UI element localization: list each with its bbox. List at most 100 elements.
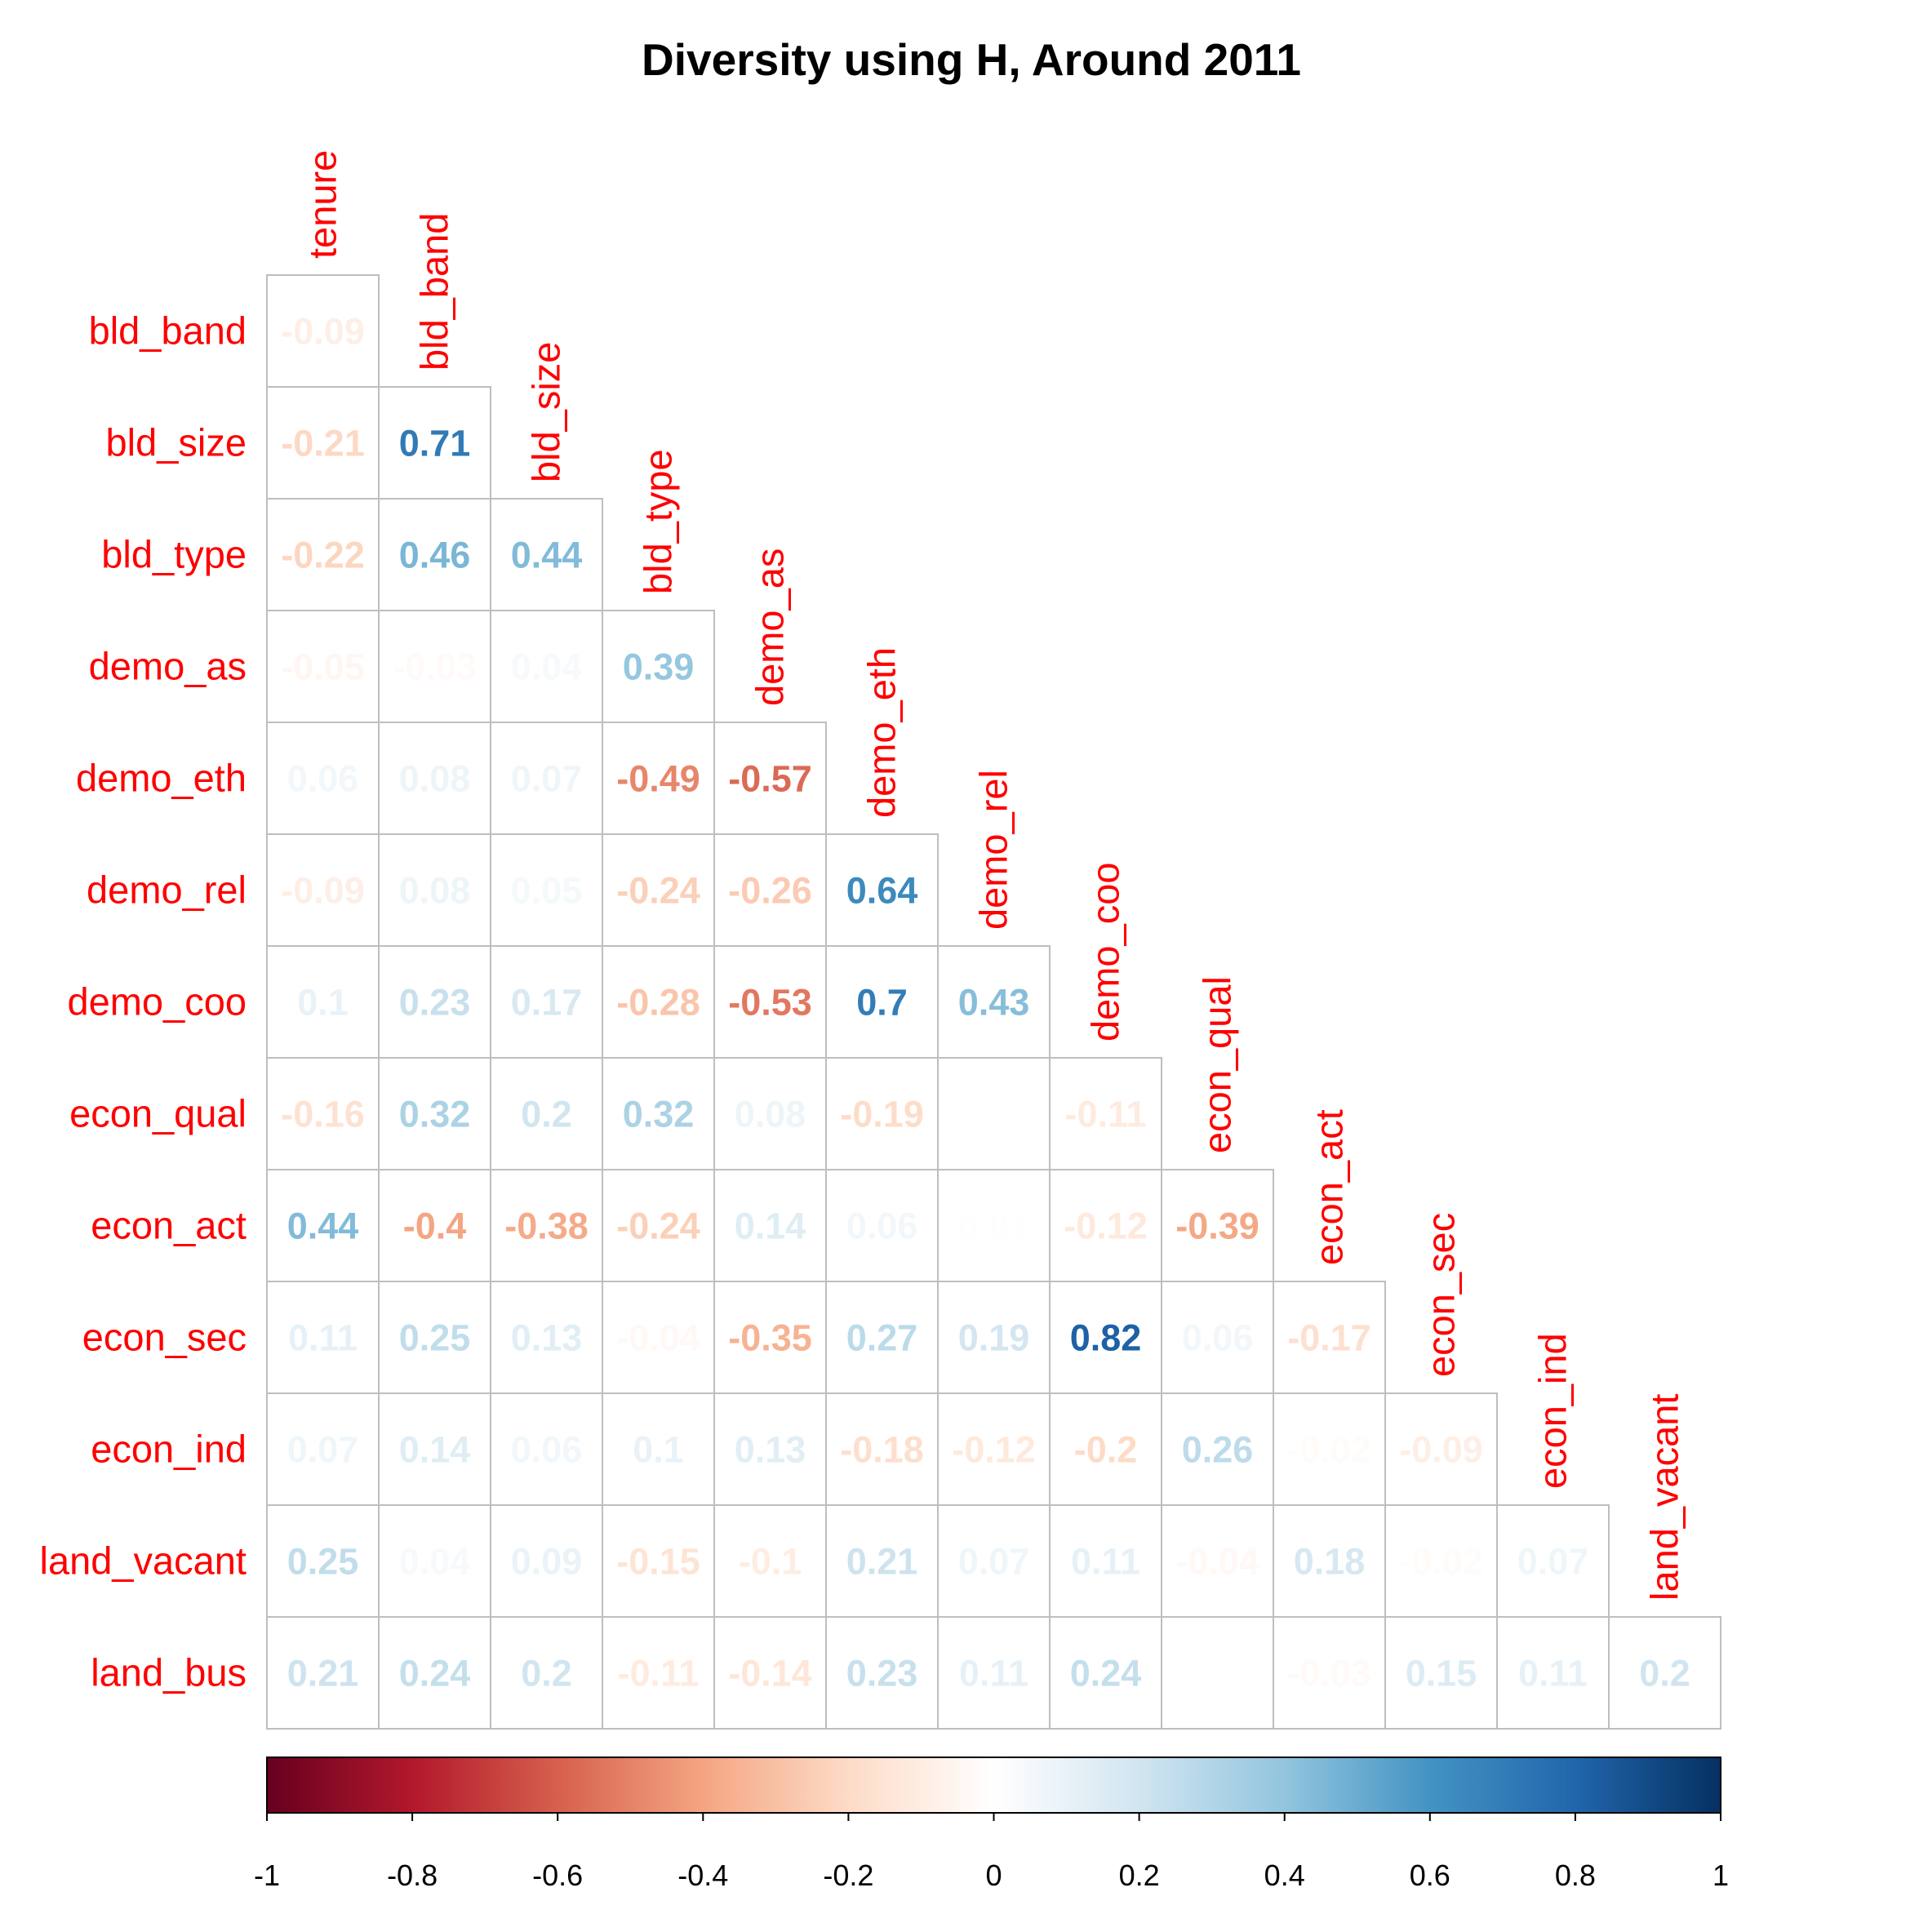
cell-value: 0.04 bbox=[399, 1541, 471, 1583]
cell-value: -0.11 bbox=[1064, 1094, 1146, 1135]
cell-value: 0.07 bbox=[1517, 1541, 1589, 1583]
column-label: econ_sec bbox=[1419, 1213, 1463, 1377]
colorbar-tick-label: 0.8 bbox=[1555, 1859, 1596, 1892]
cell-value: -0.24 bbox=[616, 1206, 700, 1247]
row-label: econ_ind bbox=[91, 1428, 247, 1471]
cell-value: 0.82 bbox=[1070, 1317, 1142, 1359]
cell-value: 0 bbox=[984, 1094, 1004, 1135]
colorbar-tick-label: -0.2 bbox=[823, 1859, 873, 1892]
cell-value: -0.57 bbox=[728, 758, 812, 800]
row-labels: bld_band bld_size bld_type demo_as demo_ethd… bbox=[40, 309, 247, 1694]
cell-value: 0.43 bbox=[958, 982, 1030, 1024]
cell-value: -0.53 bbox=[728, 982, 812, 1024]
cell-value: 0.04 bbox=[511, 646, 583, 688]
colorbar-tick-label: -1 bbox=[254, 1859, 280, 1892]
colorbar-tick-label: 0.6 bbox=[1410, 1859, 1450, 1892]
cell-grid: -0.09 -0.21 0.71 -0.22 0.46 0.44 -0.05 -0.03 0.0… bbox=[267, 275, 1721, 1729]
chart-title: Diversity using H, Around 2011 bbox=[642, 34, 1301, 85]
cell-value: 0.15 bbox=[1406, 1653, 1477, 1694]
row-label: demo_eth bbox=[76, 757, 247, 800]
cell-value: 0.11 bbox=[959, 1653, 1028, 1694]
cell-value: -0.1 bbox=[739, 1541, 802, 1583]
cell-value: -0.19 bbox=[840, 1094, 924, 1135]
cell-value: 0.19 bbox=[958, 1317, 1030, 1359]
cell-value: 0.24 bbox=[1070, 1653, 1142, 1694]
row-label: econ_qual bbox=[69, 1092, 247, 1135]
cell-value: -0.22 bbox=[281, 535, 365, 576]
cell-value: -0.4 bbox=[403, 1206, 467, 1247]
cell-value: -0.03 bbox=[1287, 1653, 1371, 1694]
row-label: demo_coo bbox=[68, 980, 247, 1024]
cell-value: 0.24 bbox=[399, 1653, 471, 1694]
cell-value: 0.06 bbox=[846, 1206, 918, 1247]
colorbar-tick-label: 0 bbox=[985, 1859, 1002, 1892]
cell-value: -0.14 bbox=[728, 1653, 812, 1694]
colorbar-tick-label: 0.2 bbox=[1119, 1859, 1160, 1892]
column-label: bld_size bbox=[525, 342, 568, 482]
cell-value: -0.02 bbox=[1399, 1541, 1483, 1583]
colorbar-tick-label: 0.4 bbox=[1264, 1859, 1305, 1892]
cell-value: -0.12 bbox=[952, 1429, 1036, 1471]
cell-value: 0.11 bbox=[1518, 1653, 1588, 1694]
column-label: land_vacant bbox=[1643, 1394, 1686, 1601]
cell-value: -0.12 bbox=[1064, 1206, 1148, 1247]
cell-value: 0.11 bbox=[1071, 1541, 1140, 1583]
cell-value: 0.07 bbox=[287, 1429, 359, 1471]
column-label: bld_type bbox=[637, 449, 680, 594]
cell-value: -0.02 bbox=[1287, 1429, 1371, 1471]
cell-value: -0.18 bbox=[840, 1429, 924, 1471]
row-label: demo_as bbox=[89, 645, 247, 688]
cell-value: 0.1 bbox=[297, 982, 349, 1024]
cell-value: 0.06 bbox=[511, 1429, 583, 1471]
row-label: econ_sec bbox=[82, 1316, 247, 1359]
cell-value: 0.23 bbox=[846, 1653, 918, 1694]
cell-value: -0.21 bbox=[281, 423, 365, 464]
cell-value: 0.2 bbox=[521, 1653, 572, 1694]
row-label: bld_type bbox=[101, 533, 247, 576]
colorbar-tick-label: -0.6 bbox=[532, 1859, 583, 1892]
cell-value: 0.44 bbox=[511, 535, 583, 576]
cell-value: -0.49 bbox=[616, 758, 700, 800]
cell-value: 0.07 bbox=[511, 758, 583, 800]
column-label: econ_act bbox=[1308, 1109, 1351, 1265]
cell-value: -0.38 bbox=[504, 1206, 589, 1247]
column-label: econ_ind bbox=[1531, 1333, 1575, 1489]
column-label: tenure bbox=[301, 150, 344, 259]
cell-value: 0.21 bbox=[287, 1653, 359, 1694]
cell-value: -0.26 bbox=[728, 870, 812, 912]
cell-value: 0.26 bbox=[1182, 1429, 1254, 1471]
colorbar-tick-label: -0.4 bbox=[677, 1859, 728, 1892]
cell-value: -0.17 bbox=[1287, 1317, 1371, 1359]
cell-value: 0.32 bbox=[623, 1094, 695, 1135]
cell-value: -0.16 bbox=[281, 1094, 365, 1135]
row-label: econ_act bbox=[91, 1204, 247, 1247]
cell-value: -0.39 bbox=[1175, 1206, 1259, 1247]
cell-value: 0.07 bbox=[958, 1541, 1030, 1583]
cell-value: 0.64 bbox=[846, 870, 918, 912]
cell-value: 0.71 bbox=[399, 423, 471, 464]
cell-value: 0.01 bbox=[958, 1206, 1030, 1247]
cell-value: 0.14 bbox=[399, 1429, 471, 1471]
row-label: bld_size bbox=[106, 421, 247, 464]
column-label: demo_eth bbox=[860, 647, 904, 818]
cell-value: 0.25 bbox=[399, 1317, 471, 1359]
cell-value: -0.09 bbox=[281, 870, 365, 912]
cell-value: 0.13 bbox=[511, 1317, 583, 1359]
row-label: land_vacant bbox=[40, 1539, 247, 1583]
cell-value: 0.11 bbox=[288, 1317, 358, 1359]
column-label: econ_qual bbox=[1196, 976, 1239, 1153]
cell-value: 0 bbox=[1207, 1653, 1228, 1694]
cell-value: 0.06 bbox=[1182, 1317, 1254, 1359]
cell-value: 0.23 bbox=[399, 982, 471, 1024]
cell-value: 0.09 bbox=[511, 1541, 583, 1583]
colorbar-gradient bbox=[267, 1757, 1721, 1813]
cell-value: 0.1 bbox=[633, 1429, 684, 1471]
row-label: land_bus bbox=[91, 1651, 247, 1694]
cell-value: 0.32 bbox=[399, 1094, 471, 1135]
cell-value: 0.06 bbox=[287, 758, 359, 800]
cell-value: 0.21 bbox=[846, 1541, 918, 1583]
row-label: bld_band bbox=[89, 309, 247, 353]
row-label: demo_rel bbox=[87, 868, 247, 912]
cell-value: -0.15 bbox=[616, 1541, 700, 1583]
cell-value: -0.09 bbox=[281, 311, 365, 353]
